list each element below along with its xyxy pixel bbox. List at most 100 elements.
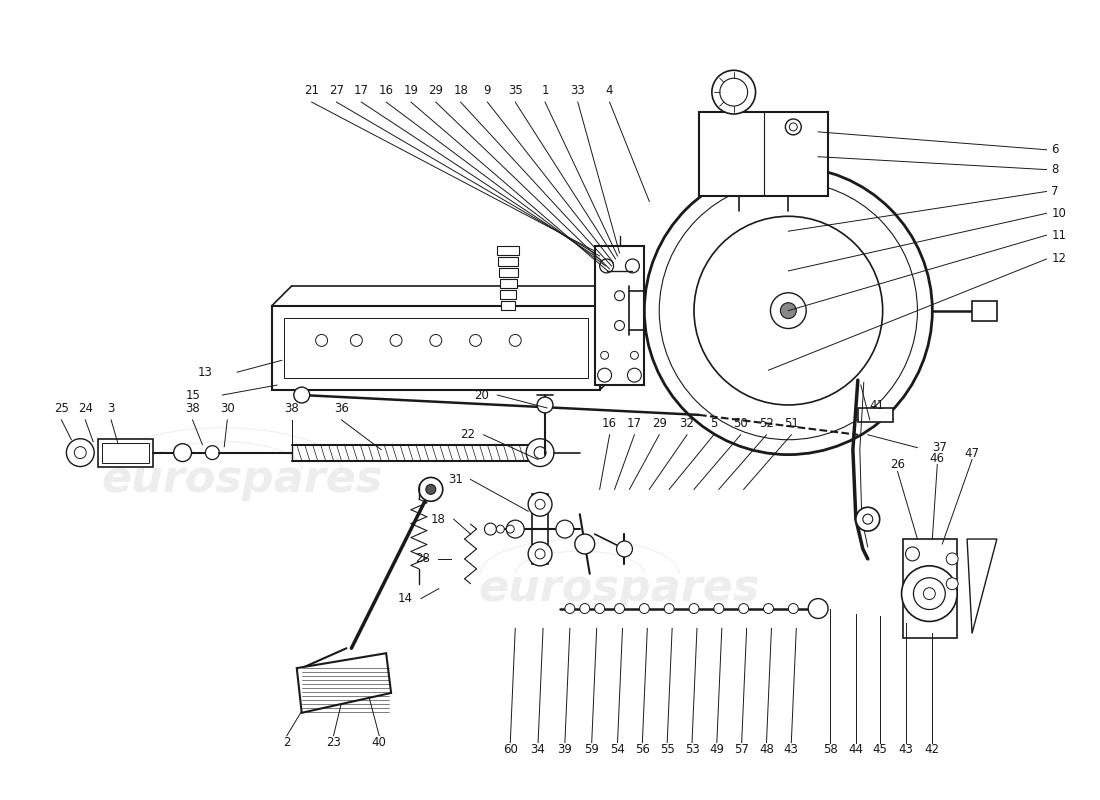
Circle shape <box>712 70 756 114</box>
Circle shape <box>739 603 749 614</box>
Bar <box>500 290 516 298</box>
Circle shape <box>565 603 575 614</box>
Text: 5: 5 <box>711 417 717 430</box>
Circle shape <box>808 598 828 618</box>
Text: 46: 46 <box>930 451 945 465</box>
Text: 45: 45 <box>872 742 887 756</box>
Text: 21: 21 <box>305 84 319 97</box>
Circle shape <box>694 216 882 405</box>
Text: 8: 8 <box>1052 163 1059 176</box>
Circle shape <box>575 534 595 554</box>
Bar <box>499 268 518 277</box>
Circle shape <box>506 525 515 533</box>
Text: 48: 48 <box>759 742 774 756</box>
Circle shape <box>496 525 504 533</box>
Bar <box>902 539 957 638</box>
Text: 37: 37 <box>933 441 947 454</box>
Polygon shape <box>297 654 392 713</box>
Text: 20: 20 <box>474 389 490 402</box>
Text: 55: 55 <box>660 742 674 756</box>
Circle shape <box>902 566 957 622</box>
Bar <box>499 279 517 288</box>
Text: 29: 29 <box>428 84 443 97</box>
Circle shape <box>689 603 698 614</box>
Circle shape <box>426 485 436 494</box>
Circle shape <box>639 603 649 614</box>
Text: 18: 18 <box>453 84 469 97</box>
Circle shape <box>535 549 544 559</box>
Text: 10: 10 <box>1052 207 1066 220</box>
Circle shape <box>537 397 553 413</box>
Circle shape <box>770 293 806 329</box>
Circle shape <box>535 446 546 458</box>
Circle shape <box>714 603 724 614</box>
Text: 4: 4 <box>606 84 614 97</box>
Circle shape <box>535 499 544 510</box>
Circle shape <box>862 514 872 524</box>
Text: 49: 49 <box>710 742 724 756</box>
Circle shape <box>615 290 625 301</box>
Circle shape <box>659 182 917 440</box>
Circle shape <box>790 123 798 131</box>
Text: 58: 58 <box>823 742 837 756</box>
Text: 56: 56 <box>635 742 650 756</box>
Circle shape <box>526 438 554 466</box>
Circle shape <box>509 334 521 346</box>
Text: 15: 15 <box>186 389 200 402</box>
Text: 52: 52 <box>759 417 774 430</box>
Circle shape <box>206 446 219 459</box>
Text: 14: 14 <box>398 592 412 605</box>
Text: 54: 54 <box>610 742 625 756</box>
Text: 47: 47 <box>965 446 979 459</box>
Circle shape <box>763 603 773 614</box>
Bar <box>698 112 828 197</box>
Text: 23: 23 <box>326 736 341 749</box>
Circle shape <box>913 578 945 610</box>
Circle shape <box>615 321 625 330</box>
Bar <box>102 442 148 462</box>
Text: 38: 38 <box>285 402 299 415</box>
Circle shape <box>616 541 632 557</box>
Text: 13: 13 <box>198 366 212 378</box>
Circle shape <box>601 351 608 359</box>
Bar <box>595 246 645 385</box>
Text: 43: 43 <box>898 742 913 756</box>
Bar <box>284 318 587 378</box>
Circle shape <box>600 259 614 273</box>
Circle shape <box>470 334 482 346</box>
Text: 1: 1 <box>541 84 549 97</box>
Circle shape <box>664 603 674 614</box>
Text: 42: 42 <box>925 742 939 756</box>
Circle shape <box>351 334 362 346</box>
Text: 43: 43 <box>784 742 799 756</box>
Circle shape <box>528 542 552 566</box>
Text: eurospares: eurospares <box>101 458 383 501</box>
Text: 17: 17 <box>354 84 368 97</box>
Text: 32: 32 <box>680 417 694 430</box>
Text: 30: 30 <box>220 402 234 415</box>
Circle shape <box>506 520 525 538</box>
Text: 39: 39 <box>558 742 572 756</box>
Text: 44: 44 <box>848 742 864 756</box>
Text: 51: 51 <box>784 417 799 430</box>
Text: 25: 25 <box>54 402 69 415</box>
Circle shape <box>294 387 310 403</box>
Text: 28: 28 <box>415 552 430 566</box>
Circle shape <box>626 259 639 273</box>
Circle shape <box>430 334 442 346</box>
Text: 6: 6 <box>1052 143 1059 156</box>
Text: 11: 11 <box>1052 229 1067 242</box>
Text: 36: 36 <box>334 402 349 415</box>
Text: 12: 12 <box>1052 253 1067 266</box>
Circle shape <box>419 478 442 502</box>
Text: 29: 29 <box>651 417 667 430</box>
Text: 24: 24 <box>78 402 92 415</box>
Text: 27: 27 <box>329 84 344 97</box>
Circle shape <box>556 520 574 538</box>
Circle shape <box>66 438 95 466</box>
Circle shape <box>856 507 880 531</box>
Text: 57: 57 <box>734 742 749 756</box>
Bar <box>858 408 892 422</box>
Circle shape <box>946 578 958 590</box>
Text: 18: 18 <box>431 513 446 526</box>
